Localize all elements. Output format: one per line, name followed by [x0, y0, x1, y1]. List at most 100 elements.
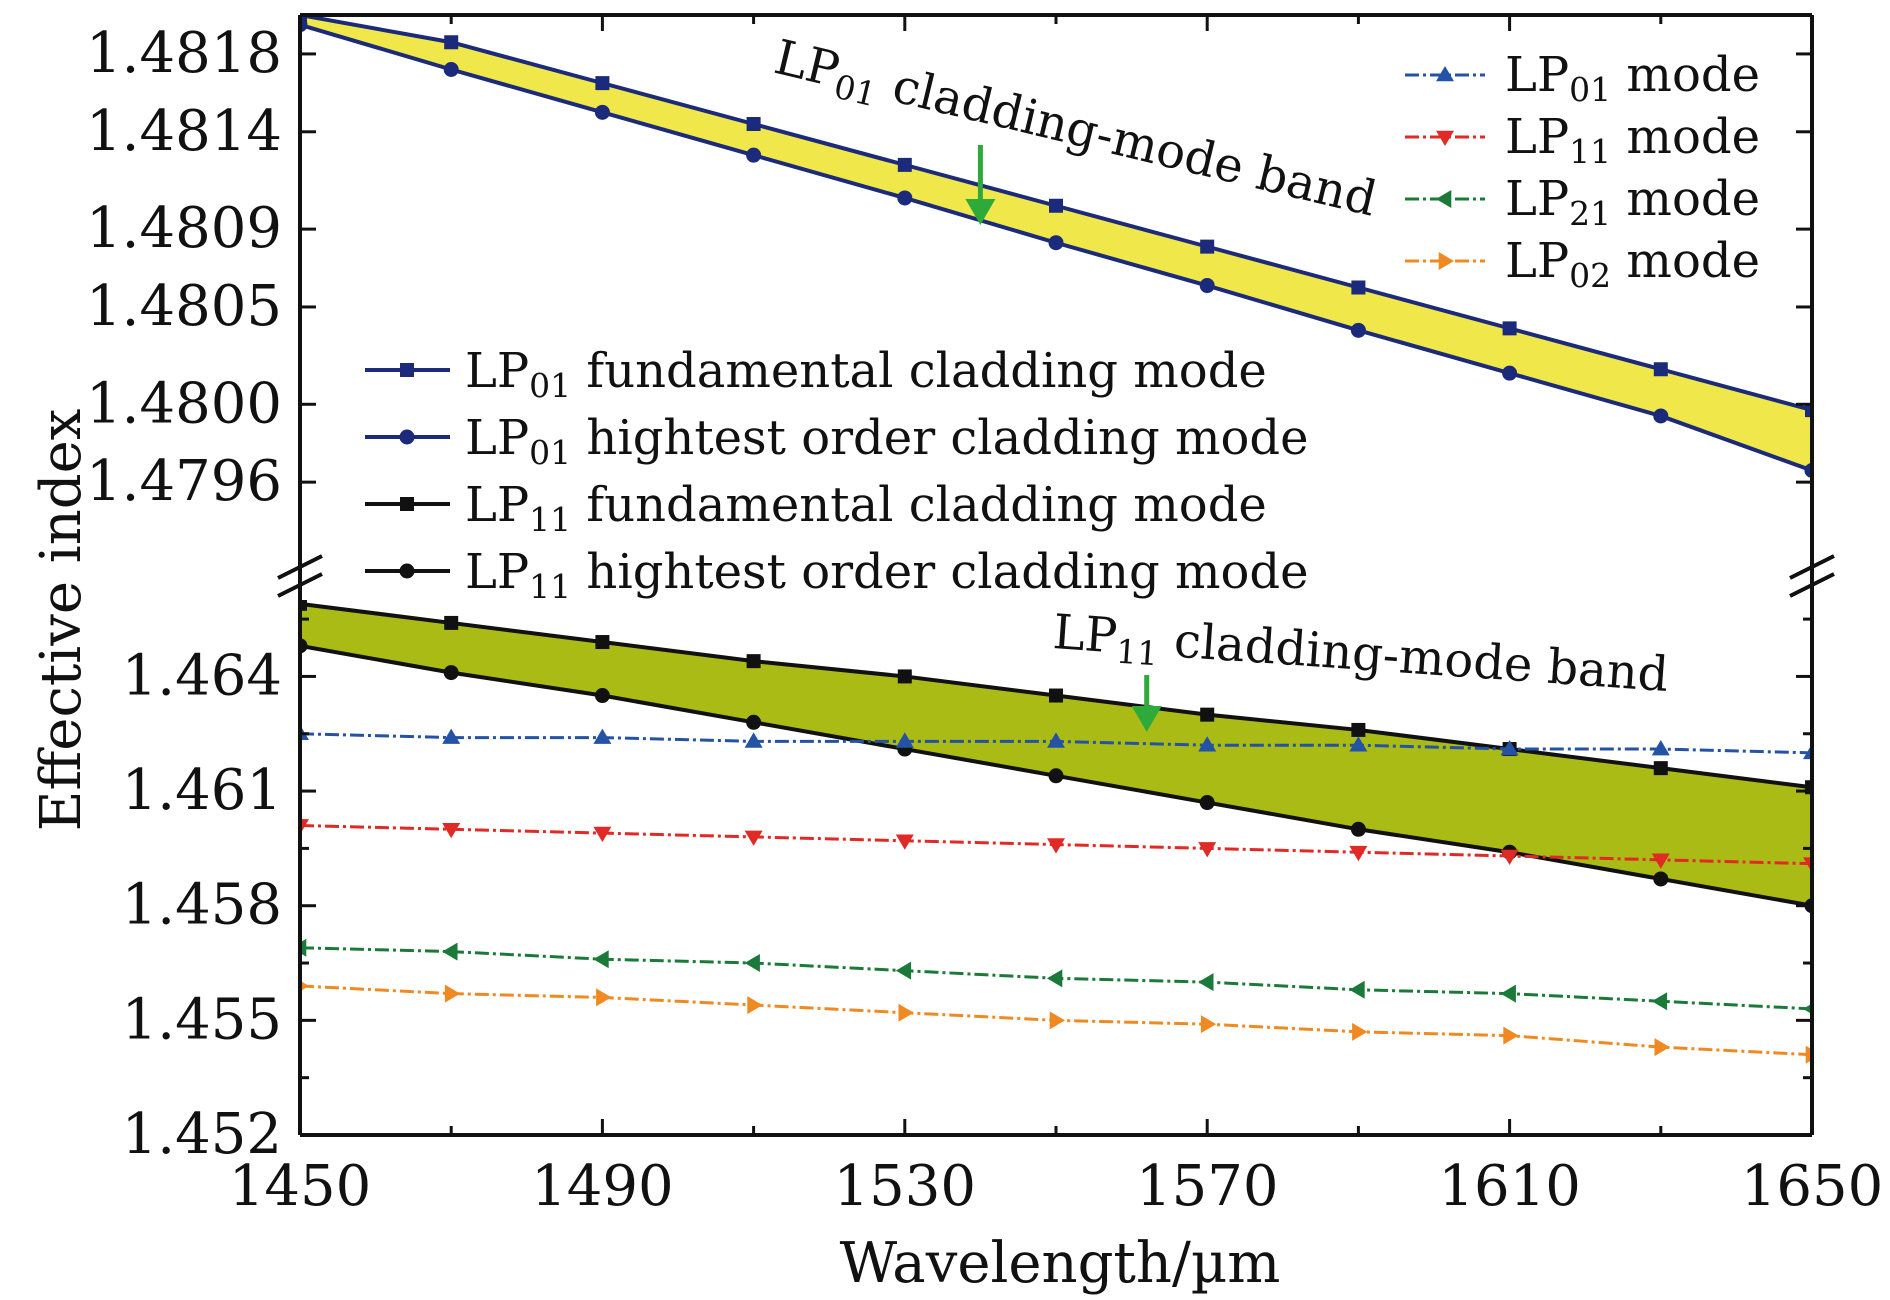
point-5-1	[442, 822, 461, 839]
point-4-4	[895, 732, 914, 748]
point-4-9	[1651, 740, 1670, 756]
series-6	[300, 938, 1812, 1015]
series-5	[300, 819, 1812, 873]
point-7-2	[596, 988, 612, 1007]
x-tick-label-5: 1650	[1741, 1154, 1884, 1219]
axis-break-1-b	[1789, 572, 1835, 598]
point-6-2	[593, 950, 609, 969]
point-7-6	[1200, 1015, 1217, 1034]
point-1-4	[897, 190, 913, 206]
point-0-6	[1200, 239, 1215, 254]
point-4-10	[1803, 743, 1812, 760]
point-3-3	[746, 714, 762, 730]
point-6-5	[1047, 969, 1063, 988]
point-5-10	[1803, 857, 1812, 873]
axis-break-1-a	[1789, 554, 1835, 580]
series-4	[300, 724, 1812, 760]
point-6-7	[1349, 980, 1365, 999]
point-7-0	[300, 980, 309, 992]
point-0-7	[1351, 280, 1366, 295]
axis-break-0-b	[277, 572, 323, 598]
legend-marker-3	[399, 563, 415, 579]
x-tick-label-4: 1610	[1438, 1154, 1581, 1219]
point-1-5	[1048, 235, 1064, 251]
y-lower-tick-label-4: 1.452	[122, 1102, 282, 1167]
point-7-9	[1654, 1038, 1670, 1057]
arrow-lp01-band	[965, 145, 996, 225]
legend-label-1: LP01 hightest order cladding mode	[465, 410, 1309, 472]
point-6-8	[1500, 984, 1516, 1003]
point-0-5	[1049, 198, 1063, 213]
x-tick-label-2: 1530	[834, 1154, 977, 1219]
point-5-2	[593, 826, 612, 843]
legend-marker-6	[1436, 190, 1452, 208]
point-1-8	[1502, 365, 1518, 381]
x-axis-label: Wavelength/µm	[840, 1231, 1281, 1296]
y-axis-label: Effective index	[29, 409, 94, 832]
point-5-5	[1047, 838, 1065, 854]
series-0	[300, 15, 1812, 418]
legend-item-3: LP11 hightest order cladding mode	[365, 544, 1309, 606]
point-7-4	[898, 1003, 914, 1022]
point-5-4	[895, 834, 914, 850]
point-5-9	[1651, 853, 1670, 869]
point-7-5	[1049, 1011, 1065, 1030]
point-3-7	[1350, 821, 1366, 837]
point-5-8	[1500, 849, 1519, 866]
y-upper-tick-label-4: 1.4800	[86, 371, 282, 436]
legend-item-6: LP21 mode	[1405, 171, 1760, 233]
point-4-6	[1198, 736, 1217, 752]
arrow-lp11-band-head	[1131, 706, 1162, 732]
point-1-9	[1653, 408, 1669, 424]
legend-item-4: LP01 mode	[1405, 47, 1760, 109]
point-4-2	[593, 728, 612, 744]
point-7-8	[1503, 1026, 1519, 1045]
point-5-0	[300, 819, 309, 835]
legend-item-5: LP11 mode	[1405, 109, 1760, 171]
legend-marker-2	[400, 497, 414, 511]
point-2-3	[746, 654, 761, 669]
point-5-7	[1349, 845, 1368, 862]
point-0-3	[746, 117, 761, 131]
point-0-1	[444, 35, 459, 50]
point-3-9	[1653, 871, 1669, 887]
point-5-3	[744, 830, 763, 846]
legend-marker-0	[400, 363, 414, 377]
point-4-3	[744, 732, 763, 748]
legend-label-3: LP11 hightest order cladding mode	[465, 544, 1309, 606]
point-1-6	[1199, 278, 1215, 294]
point-6-6	[1198, 973, 1214, 992]
legend-marker-7	[1438, 252, 1454, 270]
point-2-7	[1351, 722, 1366, 737]
point-1-7	[1350, 322, 1366, 338]
legend-item-2: LP11 fundamental cladding mode	[365, 477, 1267, 539]
arrow-lp01-band-head	[965, 199, 996, 225]
legend-marker-5	[1436, 130, 1454, 146]
y-lower-tick-label-3: 1.455	[122, 987, 282, 1052]
point-2-6	[1200, 707, 1215, 722]
point-7-1	[444, 984, 461, 1003]
y-upper-tick-label-0: 1.4818	[86, 21, 282, 86]
point-0-8	[1502, 321, 1517, 336]
point-1-2	[594, 104, 610, 120]
point-6-4	[895, 961, 912, 980]
y-upper-tick-label-5: 1.4796	[86, 449, 282, 514]
band-label-lp11: LP11 cladding-mode band	[1051, 604, 1671, 709]
legend-label-4: LP01 mode	[1505, 47, 1760, 109]
point-2-0	[300, 600, 307, 611]
point-7-3	[747, 996, 763, 1015]
point-2-5	[1049, 688, 1063, 703]
legend-label-2: LP11 fundamental cladding mode	[465, 477, 1267, 539]
point-4-8	[1500, 740, 1519, 756]
legend-item-1: LP01 hightest order cladding mode	[365, 410, 1309, 472]
series-1	[300, 17, 1812, 478]
point-5-6	[1198, 842, 1217, 858]
point-4-1	[442, 728, 461, 744]
band-label-lp01: LP01 cladding-mode band	[768, 29, 1382, 233]
point-0-2	[595, 76, 610, 91]
y-lower-tick-label-0: 1.464	[122, 643, 282, 708]
point-6-1	[442, 942, 458, 961]
point-1-3	[746, 147, 762, 163]
point-3-1	[443, 665, 459, 681]
